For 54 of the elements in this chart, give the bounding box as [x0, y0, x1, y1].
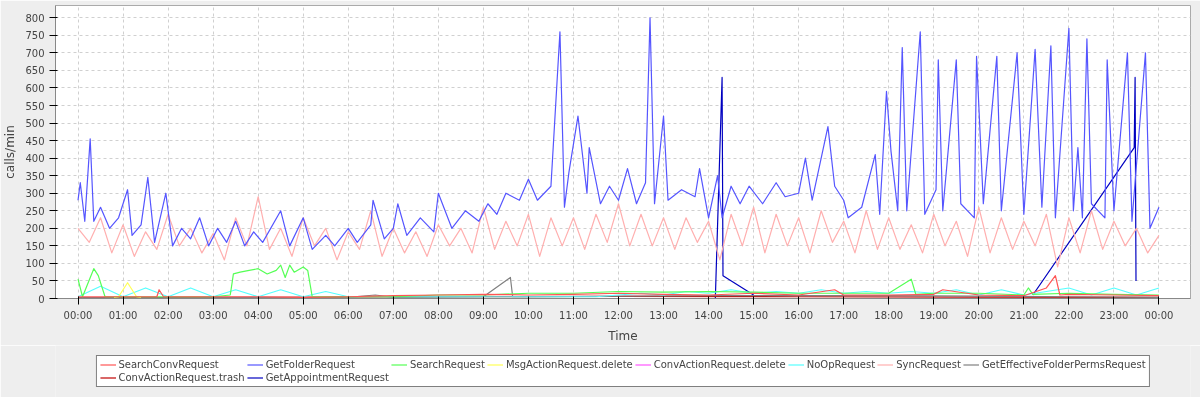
y-tick-label: 550 [25, 100, 45, 112]
x-tick-label: 16:00 [784, 309, 814, 321]
y-tick-label: 0 [38, 293, 45, 305]
x-tick-label: 14:00 [694, 309, 723, 321]
legend-label: ConvActionRequest.delete [653, 359, 786, 370]
y-axis-title: calls/min [3, 125, 18, 179]
y-tick-label: 300 [25, 188, 45, 200]
legend-label: MsgActionRequest.delete [505, 359, 633, 370]
x-tick-label: 12:00 [604, 309, 633, 321]
y-tick-label: 700 [25, 47, 45, 59]
x-tick-label: 18:00 [874, 309, 904, 321]
x-tick-label: 15:00 [739, 309, 769, 321]
y-tick-label: 600 [25, 82, 45, 94]
legend-label: GetAppointmentRequest [265, 372, 389, 383]
legend-label: SearchRequest [409, 359, 485, 370]
x-tick-label: 08:00 [423, 309, 453, 321]
y-tick-label: 400 [25, 153, 45, 165]
y-tick-label: 150 [25, 240, 45, 252]
x-tick-label: 00:00 [1144, 309, 1174, 321]
x-tick-label: 09:00 [468, 309, 498, 321]
legend-label: ConvActionRequest.trash [118, 372, 245, 383]
x-tick-label: 05:00 [288, 309, 318, 321]
legend-label: GetFolderRequest [265, 359, 355, 370]
y-tick-label: 750 [25, 30, 45, 42]
x-tick-label: 21:00 [1009, 309, 1039, 321]
x-tick-label: 02:00 [153, 309, 183, 321]
x-tick-label: 10:00 [514, 309, 543, 321]
x-tick-label: 07:00 [378, 309, 408, 321]
legend-label: GetEffectiveFolderPermsRequest [981, 359, 1146, 370]
x-tick-label: 23:00 [1099, 309, 1129, 321]
legend-label: SyncRequest [896, 359, 961, 370]
y-tick-label: 200 [25, 223, 45, 235]
y-tick-label: 500 [25, 118, 45, 130]
x-tick-label: 00:00 [63, 309, 93, 321]
x-tick-label: 22:00 [1054, 309, 1084, 321]
x-tick-label: 17:00 [829, 309, 859, 321]
y-tick-label: 650 [25, 65, 45, 77]
x-tick-label: 20:00 [964, 309, 994, 321]
x-tick-label: 19:00 [919, 309, 949, 321]
legend-label: NoOpRequest [806, 359, 876, 370]
x-tick-label: 01:00 [108, 309, 138, 321]
x-axis-title: Time [607, 328, 638, 343]
x-tick-label: 04:00 [243, 309, 273, 321]
y-tick-label: 450 [25, 135, 45, 147]
legend-label: SearchConvRequest [118, 359, 219, 370]
y-tick-label: 250 [25, 205, 45, 217]
x-tick-label: 03:00 [198, 309, 228, 321]
y-tick-label: 100 [25, 258, 45, 270]
x-tick-label: 13:00 [649, 309, 678, 321]
y-tick-label: 800 [25, 12, 45, 24]
x-tick-label: 11:00 [559, 309, 588, 321]
y-tick-label: 50 [31, 275, 45, 287]
x-tick-label: 06:00 [333, 309, 363, 321]
y-tick-label: 350 [25, 170, 45, 182]
